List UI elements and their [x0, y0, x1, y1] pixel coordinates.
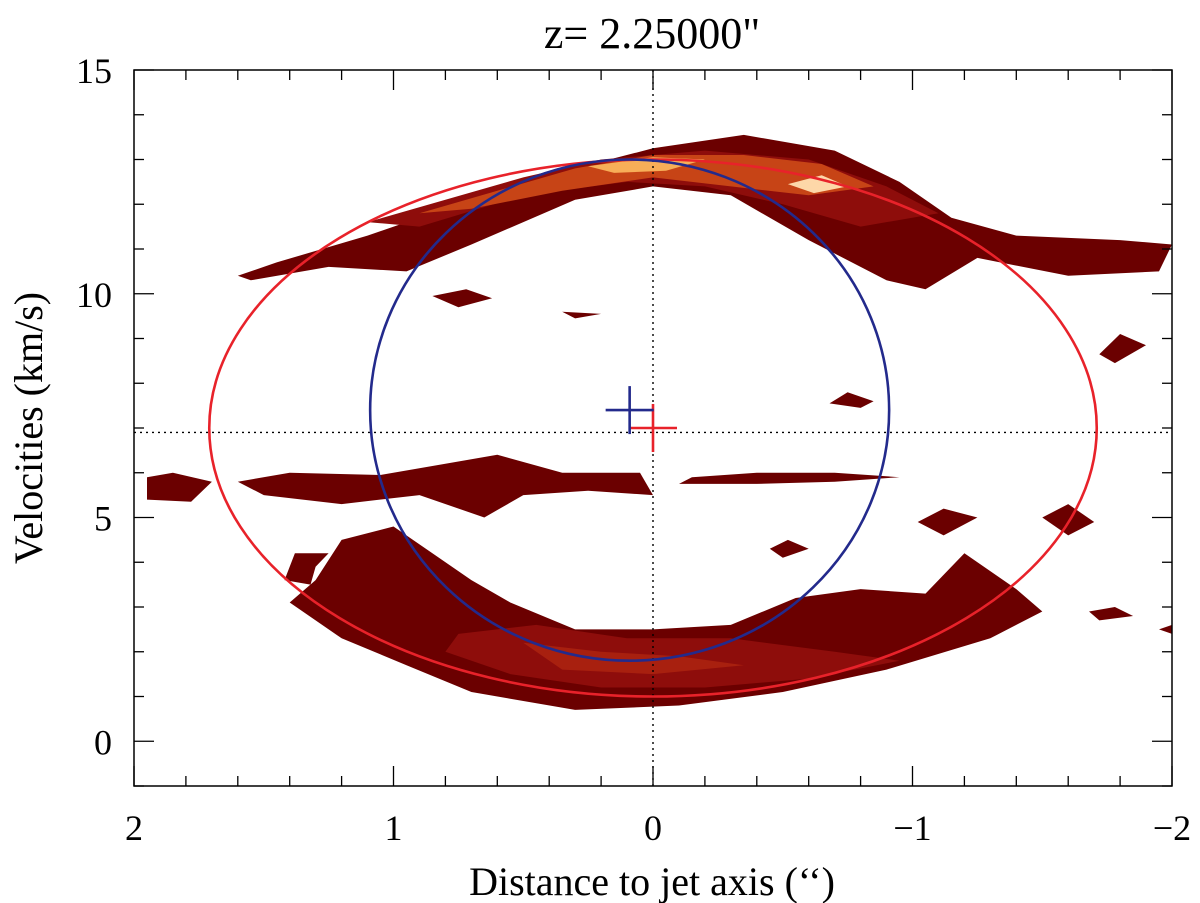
x-tick-label: −1 — [893, 808, 931, 848]
contour-region-left-blob — [147, 472, 212, 502]
blue-center-marker — [605, 386, 654, 435]
contour-region-small-blob-f — [1089, 607, 1134, 621]
contour-region-lower-arc-bright — [523, 642, 744, 675]
x-tick-labels: 2 1 0 −1 −2 — [125, 808, 1191, 848]
reference-lines — [134, 70, 1172, 786]
contour-region-small-blob-a — [829, 392, 874, 408]
chart-title: z= 2.25000" — [544, 9, 760, 58]
red-center-marker — [629, 404, 677, 452]
contour-region-small-blob-top — [432, 289, 493, 308]
fit-ellipses — [207, 158, 1099, 698]
contour-layer — [147, 134, 1173, 710]
contour-region-upper-arc-peak — [588, 157, 705, 173]
blue-ellipse — [368, 158, 891, 663]
axis-ticks — [133, 69, 1173, 787]
contour-region-upper-arc-bright — [419, 155, 874, 214]
contour-region-small-blob-h — [1159, 624, 1172, 634]
contour-region-middle-band — [237, 454, 654, 518]
contour-region-small-blob-c — [1042, 504, 1095, 536]
x-tick-label: 1 — [385, 808, 403, 848]
contour-region-middle-band-right — [679, 472, 900, 484]
y-tick-label: 15 — [76, 51, 112, 91]
contour-region-small-blob-left — [284, 553, 329, 585]
y-tick-labels: 0 5 10 15 — [76, 51, 112, 762]
y-tick-label: 10 — [76, 275, 112, 315]
contour-region-small-blob-d — [917, 508, 978, 536]
center-markers — [605, 386, 677, 452]
contour-region-small-blob-b — [1099, 334, 1146, 364]
contour-region-upper-arc — [237, 134, 1173, 290]
contour-region-small-blob-e — [769, 539, 809, 558]
contour-region-small-blob-g — [562, 311, 602, 319]
x-tick-label: −2 — [1153, 808, 1191, 848]
x-tick-label: 0 — [644, 808, 662, 848]
y-axis-label: Velocities (km/s) — [6, 292, 51, 564]
contour-region-upper-arc-peak-2 — [787, 175, 848, 194]
x-tick-label: 2 — [125, 808, 143, 848]
y-tick-label: 0 — [94, 722, 112, 762]
y-tick-label: 5 — [94, 499, 112, 539]
x-axis-label: Distance to jet axis (‘‘) — [469, 859, 835, 903]
